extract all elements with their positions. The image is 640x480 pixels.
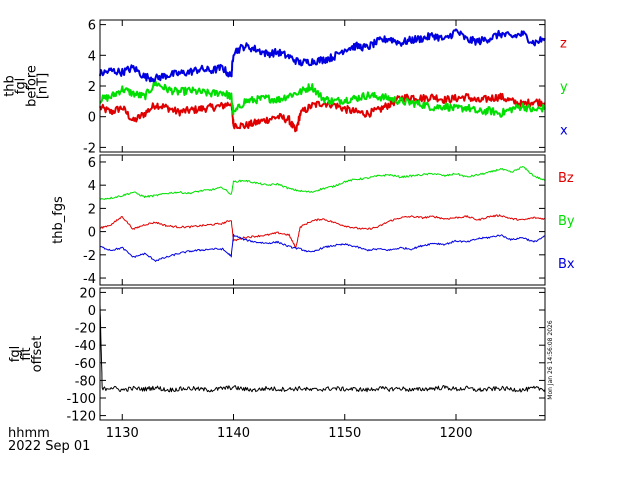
y-tick-label: 20 — [79, 286, 96, 301]
panel-frame — [99, 154, 546, 286]
y-tick-label: -80 — [75, 374, 96, 389]
y-tick-label: 2 — [88, 80, 96, 95]
x-tick-label: 1150 — [328, 426, 361, 441]
y-axis-label: fgl — [14, 78, 29, 94]
x-tick-label: 1130 — [106, 426, 139, 441]
y-axis-label: [nT] — [36, 73, 51, 99]
legend-entry-z: z — [560, 36, 567, 51]
y-axis-label: thb_fgs — [51, 196, 66, 244]
legend-entry-Bz: Bz — [558, 171, 574, 186]
x-tick-label: 1140 — [217, 426, 250, 441]
series-line-x — [99, 28, 546, 83]
y-tick-label: 0 — [88, 111, 96, 126]
y-tick-label: -20 — [75, 322, 96, 337]
y-tick-label: 6 — [88, 156, 96, 171]
y-tick-label: 0 — [88, 226, 96, 241]
y-axis-label: fit — [19, 347, 34, 360]
y-tick-label: -60 — [75, 357, 96, 372]
y-tick-label: 2 — [88, 202, 96, 217]
y-axis-label: fgl — [8, 346, 23, 362]
series-line-offset — [99, 304, 546, 393]
y-tick-label: -120 — [66, 410, 96, 425]
x-axis-label: hhmm — [8, 426, 50, 441]
y-tick-label: -40 — [75, 339, 96, 354]
panel-2: -4 -2 0 2 4 6 thb_fgs Bz By Bx — [51, 154, 575, 287]
y-tick-label: -2 — [83, 249, 96, 264]
y-axis-label: thb — [3, 75, 18, 97]
y-tick-label: 0 — [88, 304, 96, 319]
legend-entry-Bx: Bx — [558, 257, 575, 272]
y-axis-label: before — [25, 65, 40, 107]
y-tick-label: 4 — [88, 49, 96, 64]
series-line-y — [99, 80, 546, 118]
timestamp-stamp: Mon Jan 26 14:56:08 2026 — [547, 320, 554, 400]
legend-entry-y: y — [560, 80, 568, 95]
series-line-By — [99, 166, 546, 200]
legend-entry-x: x — [560, 124, 568, 139]
y-tick-label: 4 — [88, 179, 96, 194]
legend-entry-By: By — [558, 214, 575, 229]
y-axis-label: offset — [30, 336, 45, 373]
y-tick-label: -2 — [83, 141, 96, 156]
series-line-Bx — [99, 233, 546, 262]
y-tick-label: -100 — [66, 392, 96, 407]
y-tick-label: 6 — [88, 19, 96, 34]
x-axis-date: 2022 Sep 01 — [8, 439, 90, 454]
series-line-z — [99, 92, 546, 133]
series-line-Bz — [99, 214, 546, 249]
x-tick-label: 1200 — [439, 426, 472, 441]
panel-frame — [99, 287, 546, 421]
y-tick-label: -4 — [83, 272, 96, 287]
